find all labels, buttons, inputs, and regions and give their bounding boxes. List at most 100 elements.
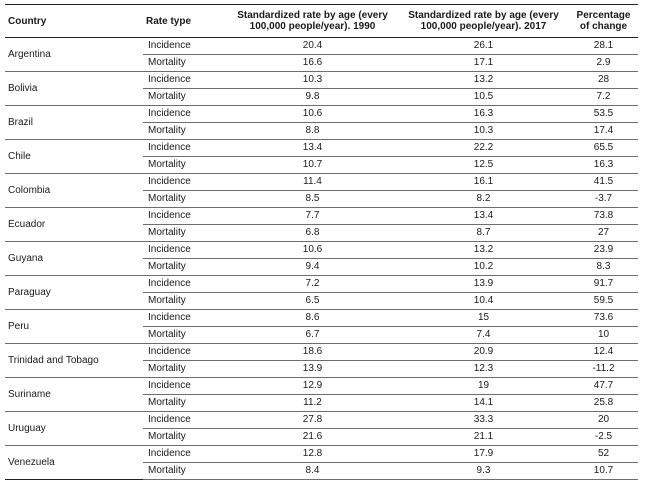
table-header: Country Rate type Standardized rate by a… [5, 4, 638, 38]
rate-type-cell: Incidence [143, 411, 227, 429]
percentage-change-cell: 16.3 [569, 156, 638, 174]
rate-1990-cell: 11.2 [227, 394, 398, 412]
rate-1990-cell: 6.5 [227, 292, 398, 310]
country-cell: Peru [5, 309, 143, 344]
table-row-incidence: Suriname Incidence 12.9 19 47.7 [5, 377, 638, 412]
percentage-change-cell: 25.8 [569, 394, 638, 412]
percentage-change-cell: 12.4 [569, 343, 638, 361]
percentage-change-cell: 7.2 [569, 88, 638, 106]
rate-1990-cell: 8.4 [227, 462, 398, 480]
percentage-change-cell: 41.5 [569, 173, 638, 191]
rate-type-cell: Mortality [143, 224, 227, 242]
rate-2017-cell: 10.2 [398, 258, 569, 276]
rate-1990-cell: 13.9 [227, 360, 398, 378]
rate-type-cell: Mortality [143, 156, 227, 174]
percentage-change-cell: 23.9 [569, 241, 638, 259]
country-cell: Guyana [5, 241, 143, 276]
table-row-mortality: Mortality 6.8 8.7 27 [5, 224, 638, 242]
rate-1990-cell: 6.7 [227, 326, 398, 344]
rate-type-cell: Incidence [143, 139, 227, 157]
percentage-change-cell: 65.5 [569, 139, 638, 157]
rate-1990-cell: 13.4 [227, 139, 398, 157]
rate-type-cell: Incidence [143, 37, 227, 55]
percentage-change-cell: 28 [569, 71, 638, 89]
percentage-change-cell: 91.7 [569, 275, 638, 293]
rate-2017-cell: 13.4 [398, 207, 569, 225]
rate-2017-cell: 10.3 [398, 122, 569, 140]
percentage-change-cell: 10.7 [569, 462, 638, 480]
rate-table: Country Rate type Standardized rate by a… [5, 4, 638, 480]
country-cell: Paraguay [5, 275, 143, 310]
table-row-mortality: Mortality 21.6 21.1 -2.5 [5, 428, 638, 446]
rate-1990-cell: 27.8 [227, 411, 398, 429]
rate-1990-cell: 20.4 [227, 37, 398, 55]
rate-2017-cell: 14.1 [398, 394, 569, 412]
percentage-change-cell: 53.5 [569, 105, 638, 123]
rate-1990-cell: 7.7 [227, 207, 398, 225]
rate-type-cell: Incidence [143, 105, 227, 123]
country-cell: Argentina [5, 37, 143, 72]
rate-1990-cell: 9.4 [227, 258, 398, 276]
table-row-incidence: Brazil Incidence 10.6 16.3 53.5 [5, 105, 638, 140]
table-row-mortality: Mortality 8.5 8.2 -3.7 [5, 190, 638, 208]
table-row-mortality: Mortality 6.7 7.4 10 [5, 326, 638, 344]
rate-2017-cell: 33.3 [398, 411, 569, 429]
table-row-mortality: Mortality 8.8 10.3 17.4 [5, 122, 638, 140]
table-row-mortality: Mortality 9.4 10.2 8.3 [5, 258, 638, 276]
rate-1990-cell: 12.8 [227, 445, 398, 463]
rate-2017-cell: 17.1 [398, 54, 569, 72]
table-row-mortality: Mortality 8.4 9.3 10.7 [5, 462, 638, 480]
rate-type-cell: Incidence [143, 445, 227, 463]
country-cell: Uruguay [5, 411, 143, 446]
table-row-incidence: Chile Incidence 13.4 22.2 65.5 [5, 139, 638, 174]
rate-type-cell: Mortality [143, 122, 227, 140]
header-country: Country [5, 4, 143, 38]
percentage-change-cell: 73.6 [569, 309, 638, 327]
percentage-change-cell: 8.3 [569, 258, 638, 276]
table-row-incidence: Colombia Incidence 11.4 16.1 41.5 [5, 173, 638, 208]
rate-2017-cell: 10.4 [398, 292, 569, 310]
rate-1990-cell: 16.6 [227, 54, 398, 72]
rate-type-cell: Incidence [143, 71, 227, 89]
percentage-change-cell: 73.8 [569, 207, 638, 225]
table-row-incidence: Trinidad and Tobago Incidence 18.6 20.9 12.4 [5, 343, 638, 378]
rate-type-cell: Mortality [143, 292, 227, 310]
rate-type-cell: Mortality [143, 326, 227, 344]
country-cell: Colombia [5, 173, 143, 208]
percentage-change-cell: 17.4 [569, 122, 638, 140]
rate-type-cell: Incidence [143, 377, 227, 395]
rate-2017-cell: 16.1 [398, 173, 569, 191]
rate-1990-cell: 7.2 [227, 275, 398, 293]
country-cell: Bolivia [5, 71, 143, 106]
country-cell: Suriname [5, 377, 143, 412]
rate-1990-cell: 9.8 [227, 88, 398, 106]
table-row-incidence: Venezuela Incidence 12.8 17.9 52 [5, 445, 638, 480]
rate-2017-cell: 19 [398, 377, 569, 395]
rate-type-cell: Mortality [143, 394, 227, 412]
rate-type-cell: Incidence [143, 173, 227, 191]
percentage-change-cell: 20 [569, 411, 638, 429]
table-row-mortality: Mortality 11.2 14.1 25.8 [5, 394, 638, 412]
rate-2017-cell: 17.9 [398, 445, 569, 463]
rate-type-cell: Incidence [143, 241, 227, 259]
rate-2017-cell: 13.2 [398, 71, 569, 89]
rate-2017-cell: 8.2 [398, 190, 569, 208]
rate-type-cell: Incidence [143, 275, 227, 293]
rate-1990-cell: 8.6 [227, 309, 398, 327]
rate-2017-cell: 12.5 [398, 156, 569, 174]
rate-type-cell: Mortality [143, 54, 227, 72]
rate-type-cell: Mortality [143, 462, 227, 480]
table-row-mortality: Mortality 13.9 12.3 -11.2 [5, 360, 638, 378]
percentage-change-cell: 59.5 [569, 292, 638, 310]
rate-type-cell: Mortality [143, 190, 227, 208]
rate-1990-cell: 10.7 [227, 156, 398, 174]
table-row-incidence: Uruguay Incidence 27.8 33.3 20 [5, 411, 638, 446]
table-row-incidence: Guyana Incidence 10.6 13.2 23.9 [5, 241, 638, 276]
rate-2017-cell: 7.4 [398, 326, 569, 344]
table-row-incidence: Peru Incidence 8.6 15 73.6 [5, 309, 638, 344]
rate-1990-cell: 10.6 [227, 241, 398, 259]
percentage-change-cell: 2.9 [569, 54, 638, 72]
rate-2017-cell: 13.2 [398, 241, 569, 259]
rate-type-cell: Mortality [143, 258, 227, 276]
header-row: Country Rate type Standardized rate by a… [5, 4, 638, 38]
